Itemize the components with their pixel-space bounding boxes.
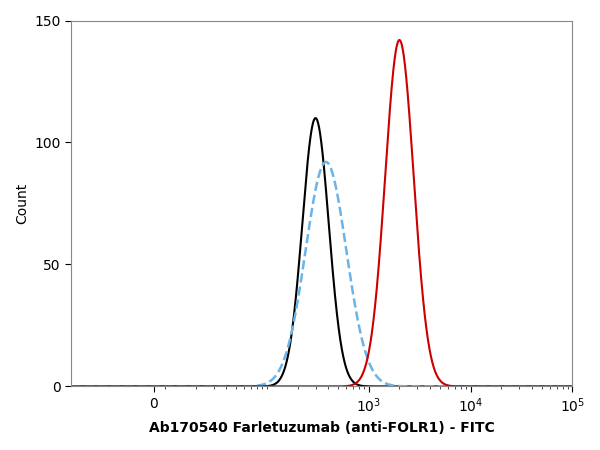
X-axis label: Ab170540 Farletuzumab (anti-FOLR1) - FITC: Ab170540 Farletuzumab (anti-FOLR1) - FIT…: [149, 421, 495, 435]
Y-axis label: Count: Count: [15, 183, 29, 224]
